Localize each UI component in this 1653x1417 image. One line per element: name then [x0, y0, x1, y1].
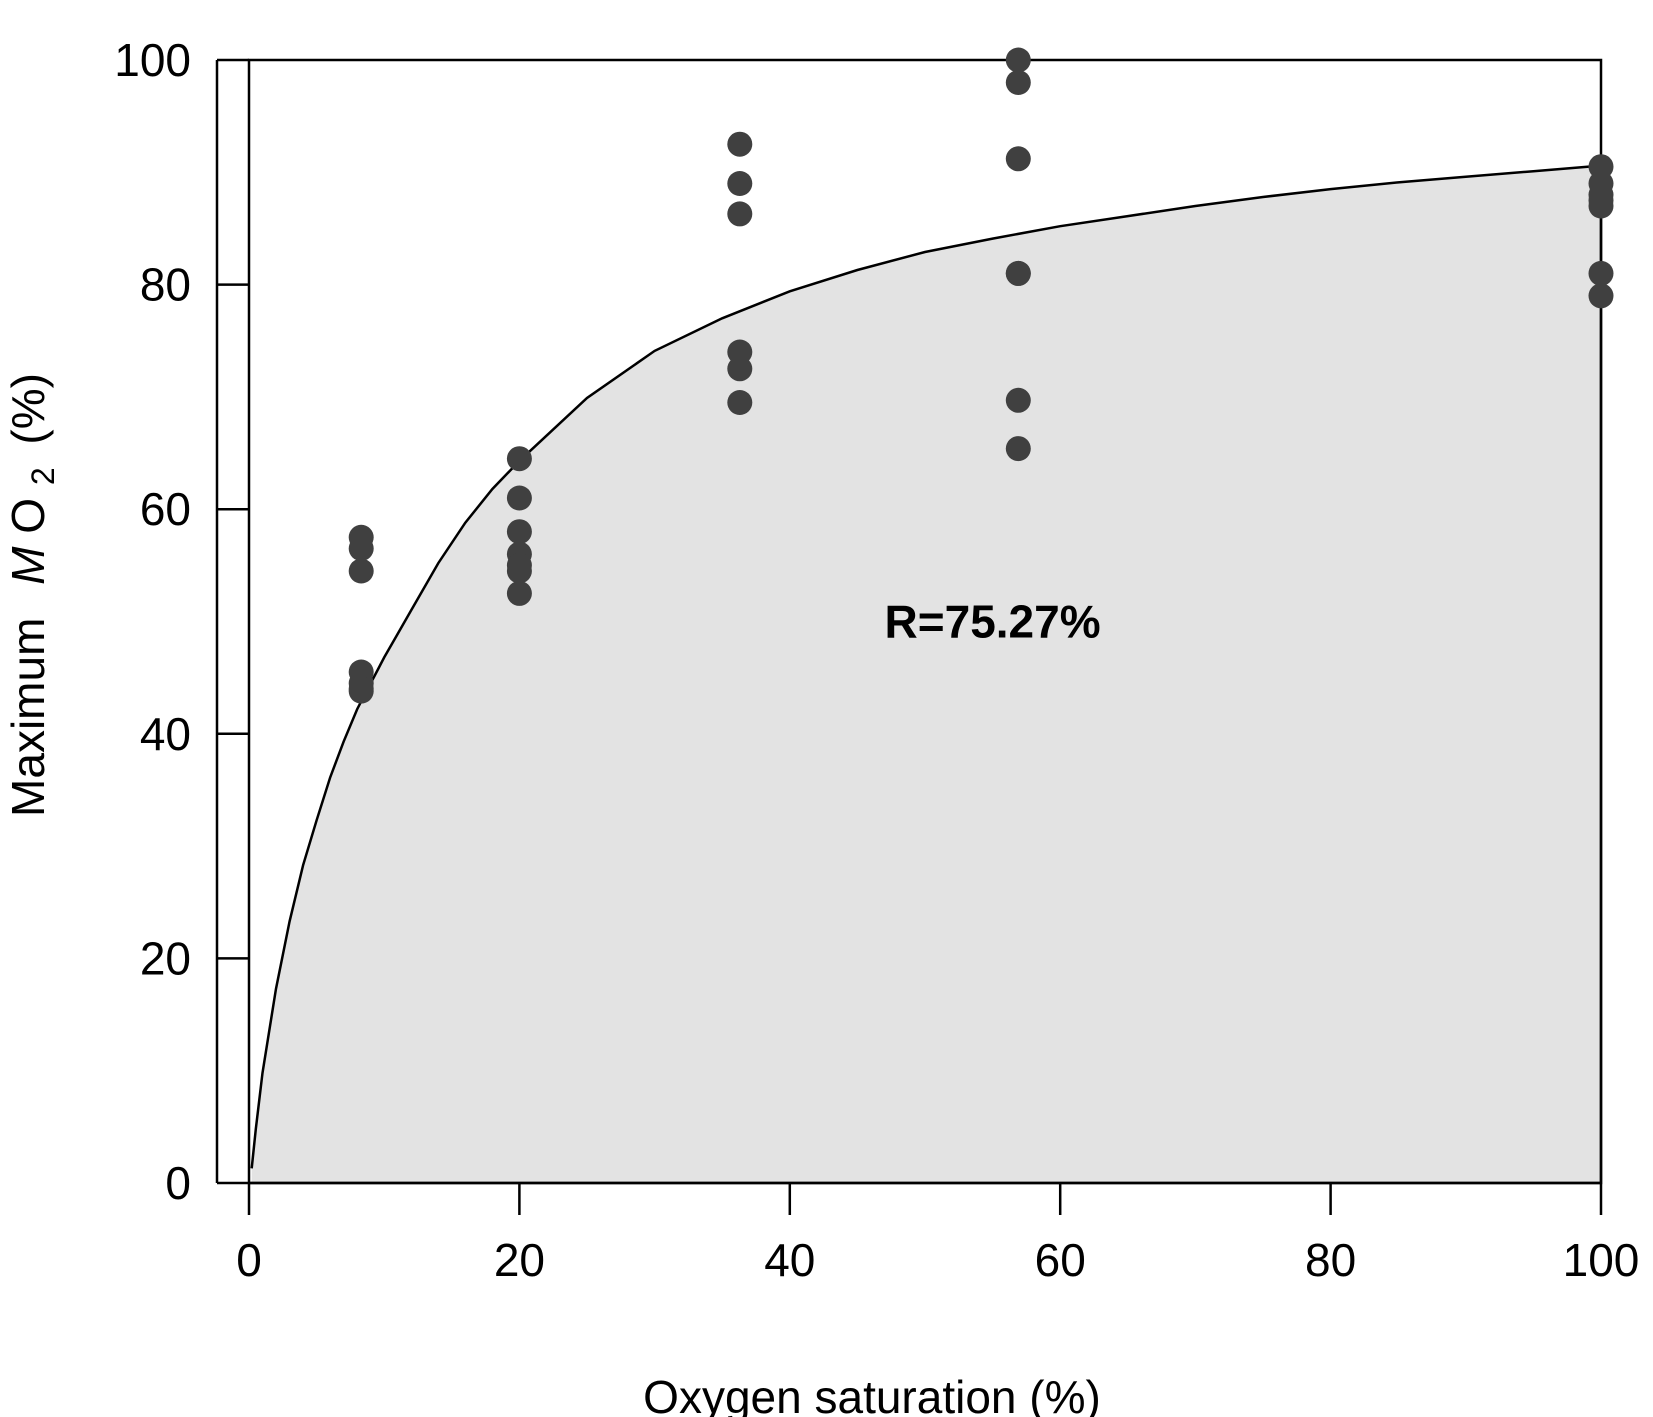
data-point: [1005, 260, 1031, 286]
data-point: [1588, 283, 1614, 309]
fill-layer: [251, 165, 1602, 1184]
r-annotation: R=75.27%: [885, 596, 1101, 648]
data-point: [348, 678, 374, 704]
y-axis-title-sub: 2: [25, 467, 61, 485]
data-point: [1005, 146, 1031, 172]
y-axis-title-suffix: (%): [2, 373, 54, 445]
data-point: [1005, 387, 1031, 413]
y-axis-title-var: M: [2, 546, 54, 585]
data-point: [506, 446, 532, 472]
data-point: [506, 552, 532, 578]
data-point: [1588, 260, 1614, 286]
y-axis-title-prefix: Maximum: [2, 618, 54, 817]
tick-layer: 0 20 40 60 80 100 0 20 40 60 80 100: [114, 34, 1639, 1286]
data-point: [1588, 187, 1614, 213]
x-axis-title: Oxygen saturation (%): [643, 1371, 1101, 1417]
x-tick-label: 20: [494, 1234, 545, 1286]
data-point: [348, 536, 374, 561]
fitted-curve: [250, 164, 1602, 1169]
data-point: [506, 519, 532, 545]
x-tick-label: 100: [1563, 1234, 1640, 1286]
data-point: [348, 558, 374, 584]
data-point: [727, 131, 753, 157]
y-tick-label: 0: [165, 1157, 191, 1209]
y-axis-title-var2: O: [2, 498, 54, 534]
data-point: [1005, 70, 1031, 95]
x-tick-label: 40: [764, 1234, 815, 1286]
y-tick-label: 80: [140, 259, 191, 311]
data-point: [1005, 47, 1031, 73]
y-tick-label: 100: [114, 34, 191, 86]
data-point: [727, 171, 753, 196]
x-tick-label: 80: [1305, 1234, 1356, 1286]
data-point: [506, 485, 532, 511]
point-layer: [348, 47, 1614, 704]
y-tick-label: 60: [140, 483, 191, 535]
y-tick-label: 20: [140, 932, 191, 984]
y-tick-label: 40: [140, 708, 191, 760]
data-point: [506, 580, 532, 606]
data-point: [1005, 436, 1031, 462]
x-tick-label: 60: [1035, 1234, 1086, 1286]
data-point: [727, 390, 753, 415]
curve-fill-area: [251, 165, 1602, 1184]
y-axis-title: Maximum M O 2 (%): [2, 373, 64, 817]
data-point: [727, 356, 753, 382]
data-point: [727, 201, 753, 227]
x-tick-label: 0: [236, 1234, 262, 1286]
